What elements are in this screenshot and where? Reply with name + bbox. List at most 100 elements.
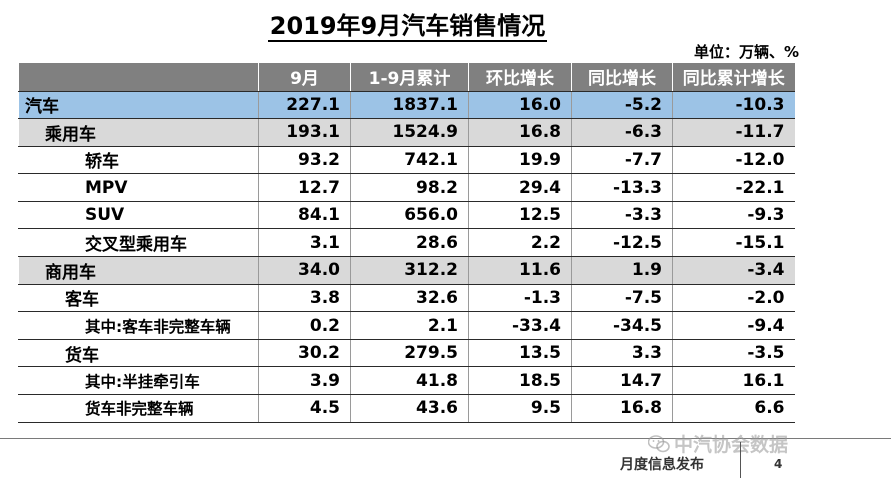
cell-value: 16.1 bbox=[672, 366, 795, 396]
cell-value: -2.0 bbox=[672, 284, 795, 313]
cell-value: 2.1 bbox=[350, 311, 469, 340]
cell-value: -11.7 bbox=[672, 118, 795, 147]
cell-value: 43.6 bbox=[350, 394, 469, 423]
cell-value: 742.1 bbox=[350, 146, 469, 175]
cell-value: 3.8 bbox=[258, 284, 351, 313]
wechat-icon bbox=[648, 434, 670, 452]
row-name: 汽车 bbox=[18, 91, 259, 120]
cell-value: 28.6 bbox=[350, 228, 469, 258]
column-header-yoy-cumulative-growth: 同比累计增长 bbox=[672, 63, 795, 92]
cell-value: 6.6 bbox=[672, 394, 795, 423]
table-row: 交叉型乘用车 3.1 28.6 2.2 -12.5 -15.1 bbox=[18, 228, 795, 258]
unit-label: 单位：万辆、% bbox=[693, 43, 799, 61]
cell-value: 14.7 bbox=[571, 366, 673, 396]
cell-value: -5.2 bbox=[571, 91, 673, 120]
column-header-yoy-growth: 同比增长 bbox=[571, 63, 673, 92]
table-row: 货车非完整车辆 4.5 43.6 9.5 16.8 6.6 bbox=[18, 394, 795, 423]
row-name: 其中:客车非完整车辆 bbox=[18, 311, 259, 340]
table-row: 汽车 227.1 1837.1 16.0 -5.2 -10.3 bbox=[18, 91, 795, 120]
cell-value: 12.5 bbox=[468, 201, 572, 230]
row-name: 货车 bbox=[18, 339, 259, 368]
cell-value: -15.1 bbox=[672, 228, 795, 258]
cell-value: 16.8 bbox=[571, 394, 673, 423]
column-header-name bbox=[18, 63, 259, 92]
cell-value: 13.5 bbox=[468, 339, 572, 368]
cell-value: 1.9 bbox=[571, 256, 673, 285]
cell-value: -10.3 bbox=[672, 91, 795, 120]
cell-value: 0.2 bbox=[258, 311, 351, 340]
cell-value: 93.2 bbox=[258, 146, 351, 175]
cell-value: -6.3 bbox=[571, 118, 673, 147]
cell-value: 41.8 bbox=[350, 366, 469, 396]
cell-value: -3.3 bbox=[571, 201, 673, 230]
cell-value: 2.2 bbox=[468, 228, 572, 258]
cell-value: 11.6 bbox=[468, 256, 572, 285]
row-name: MPV bbox=[18, 173, 259, 202]
cell-value: -7.7 bbox=[571, 146, 673, 175]
cell-value: 9.5 bbox=[468, 394, 572, 423]
cell-value: 30.2 bbox=[258, 339, 351, 368]
row-name: 客车 bbox=[18, 284, 259, 313]
sales-table: 9月 1-9月累计 环比增长 同比增长 同比累计增长 汽车 227.1 1837… bbox=[18, 63, 795, 423]
row-name: 交叉型乘用车 bbox=[18, 228, 259, 258]
cell-value: 32.6 bbox=[350, 284, 469, 313]
cell-value: 16.8 bbox=[468, 118, 572, 147]
page-title: 2019年9月汽车销售情况 bbox=[0, 6, 815, 42]
cell-value: 1837.1 bbox=[350, 91, 469, 120]
cell-value: -3.4 bbox=[672, 256, 795, 285]
cell-value: 279.5 bbox=[350, 339, 469, 368]
cell-value: -9.4 bbox=[672, 311, 795, 340]
cell-value: -34.5 bbox=[571, 311, 673, 340]
column-header-cumulative: 1-9月累计 bbox=[350, 63, 469, 92]
table-row: 货车 30.2 279.5 13.5 3.3 -3.5 bbox=[18, 339, 795, 368]
watermark: 中汽协会数据 bbox=[648, 430, 788, 457]
table-row: 轿车 93.2 742.1 19.9 -7.7 -12.0 bbox=[18, 146, 795, 175]
cell-value: 29.4 bbox=[468, 173, 572, 202]
cell-value: 12.7 bbox=[258, 173, 351, 202]
cell-value: -12.5 bbox=[571, 228, 673, 258]
cell-value: 227.1 bbox=[258, 91, 351, 120]
cell-value: -22.1 bbox=[672, 173, 795, 202]
cell-value: 18.5 bbox=[468, 366, 572, 396]
page-title-text: 2019年9月汽车销售情况 bbox=[267, 12, 548, 42]
cell-value: -33.4 bbox=[468, 311, 572, 340]
table-row: MPV 12.7 98.2 29.4 -13.3 -22.1 bbox=[18, 173, 795, 202]
cell-value: 19.9 bbox=[468, 146, 572, 175]
column-header-month: 9月 bbox=[258, 63, 351, 92]
cell-value: 16.0 bbox=[468, 91, 572, 120]
cell-value: 4.5 bbox=[258, 394, 351, 423]
row-name: 商用车 bbox=[18, 256, 259, 285]
cell-value: -9.3 bbox=[672, 201, 795, 230]
footer-label: 月度信息发布 bbox=[620, 457, 704, 473]
cell-value: 3.1 bbox=[258, 228, 351, 258]
row-name: 轿车 bbox=[18, 146, 259, 175]
table-row: 商用车 34.0 312.2 11.6 1.9 -3.4 bbox=[18, 256, 795, 285]
cell-value: 3.9 bbox=[258, 366, 351, 396]
row-name: 货车非完整车辆 bbox=[18, 394, 259, 423]
table-row: 其中:客车非完整车辆 0.2 2.1 -33.4 -34.5 -9.4 bbox=[18, 311, 795, 340]
cell-value: -7.5 bbox=[571, 284, 673, 313]
cell-value: 98.2 bbox=[350, 173, 469, 202]
cell-value: -1.3 bbox=[468, 284, 572, 313]
footer-divider bbox=[0, 438, 891, 439]
table-row: 其中:半挂牵引车 3.9 41.8 18.5 14.7 16.1 bbox=[18, 366, 795, 396]
watermark-text: 中汽协会数据 bbox=[674, 434, 789, 456]
cell-value: 3.3 bbox=[571, 339, 673, 368]
footer-separator bbox=[740, 442, 741, 478]
cell-value: -12.0 bbox=[672, 146, 795, 175]
column-header-mom-growth: 环比增长 bbox=[468, 63, 572, 92]
cell-value: -13.3 bbox=[571, 173, 673, 202]
cell-value: -3.5 bbox=[672, 339, 795, 368]
cell-value: 84.1 bbox=[258, 201, 351, 230]
cell-value: 193.1 bbox=[258, 118, 351, 147]
table-row: 乘用车 193.1 1524.9 16.8 -6.3 -11.7 bbox=[18, 118, 795, 147]
table-row: SUV 84.1 656.0 12.5 -3.3 -9.3 bbox=[18, 201, 795, 230]
cell-value: 656.0 bbox=[350, 201, 469, 230]
cell-value: 34.0 bbox=[258, 256, 351, 285]
table-row: 客车 3.8 32.6 -1.3 -7.5 -2.0 bbox=[18, 284, 795, 313]
page-number: 4 bbox=[774, 457, 783, 471]
table-header-row: 9月 1-9月累计 环比增长 同比增长 同比累计增长 bbox=[18, 63, 795, 92]
cell-value: 312.2 bbox=[350, 256, 469, 285]
cell-value: 1524.9 bbox=[350, 118, 469, 147]
row-name: 乘用车 bbox=[18, 118, 259, 147]
